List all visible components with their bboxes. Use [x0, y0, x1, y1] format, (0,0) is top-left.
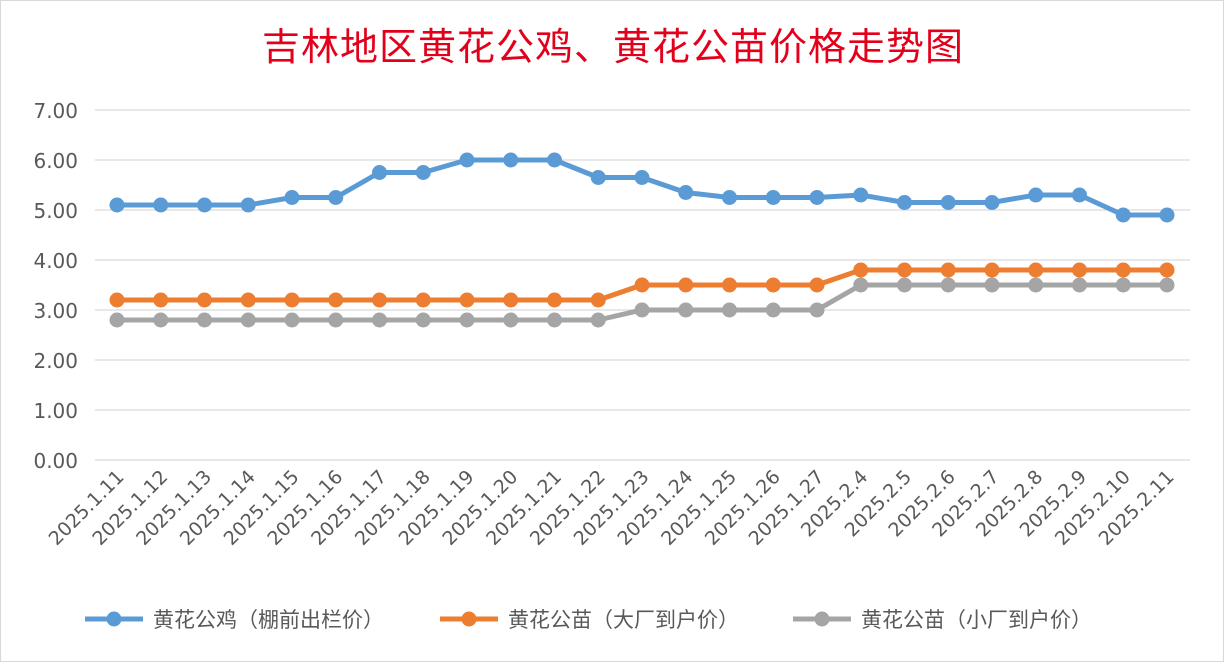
- data-point: [1072, 262, 1087, 278]
- data-point: [197, 197, 212, 213]
- data-point: [372, 312, 387, 328]
- data-point: [284, 312, 300, 328]
- legend-label: 黄花公苗（小厂到户价）: [861, 608, 1092, 632]
- data-point: [1028, 187, 1044, 203]
- data-point: [853, 187, 869, 203]
- data-point: [634, 170, 650, 185]
- legend-item: 黄花公苗（小厂到户价）: [793, 608, 1092, 632]
- data-point: [197, 292, 212, 308]
- data-point: [722, 277, 737, 293]
- y-tick-label: 5.00: [33, 199, 78, 223]
- y-tick-label: 0.00: [33, 449, 78, 473]
- data-point: [590, 312, 606, 328]
- data-point: [853, 262, 869, 278]
- data-point: [634, 302, 650, 318]
- data-point: [678, 277, 694, 293]
- data-point: [153, 292, 169, 308]
- data-point: [547, 292, 562, 308]
- data-point: [109, 312, 125, 328]
- data-point: [809, 302, 825, 318]
- data-point: [1028, 277, 1044, 293]
- data-point: [459, 152, 475, 168]
- series-1: [109, 152, 1175, 223]
- y-tick-label: 2.00: [33, 349, 78, 373]
- data-point: [372, 165, 387, 180]
- data-point: [1028, 262, 1044, 278]
- data-point: [1072, 277, 1087, 293]
- legend-item: 黄花公鸡（棚前出栏价）: [85, 608, 384, 632]
- data-point: [1115, 262, 1131, 278]
- data-point: [590, 292, 606, 308]
- legend-swatch-marker: [461, 611, 477, 627]
- data-point: [503, 292, 519, 308]
- data-point: [722, 190, 737, 205]
- series-line: [114, 157, 1170, 218]
- data-point: [197, 312, 212, 328]
- data-point: [765, 277, 781, 293]
- data-point: [678, 302, 694, 318]
- data-point: [415, 292, 431, 308]
- data-point: [328, 312, 344, 328]
- data-point: [240, 292, 256, 308]
- data-point: [153, 197, 169, 213]
- data-point: [897, 195, 912, 210]
- data-point: [459, 292, 475, 308]
- data-point: [328, 292, 344, 308]
- data-point: [459, 312, 475, 328]
- data-point: [940, 262, 956, 278]
- data-point: [284, 292, 300, 308]
- data-point: [503, 152, 519, 168]
- data-point: [1159, 277, 1175, 293]
- data-point: [284, 190, 300, 205]
- data-point: [897, 277, 912, 293]
- data-point: [940, 195, 956, 210]
- data-point: [415, 312, 431, 328]
- data-point: [809, 277, 825, 293]
- y-tick-label: 3.00: [33, 299, 78, 323]
- series-2: [109, 262, 1175, 308]
- data-point: [109, 292, 125, 308]
- data-point: [240, 312, 256, 328]
- y-tick-label: 6.00: [33, 149, 78, 173]
- data-point: [1159, 262, 1175, 278]
- data-point: [984, 277, 1000, 293]
- data-point: [590, 170, 606, 185]
- y-tick-label: 7.00: [33, 99, 78, 123]
- data-point: [328, 190, 344, 205]
- data-point: [503, 312, 519, 328]
- data-point: [722, 302, 737, 318]
- data-point: [109, 197, 125, 213]
- legend-label: 黄花公鸡（棚前出栏价）: [153, 608, 384, 632]
- data-point: [547, 312, 562, 328]
- data-point: [809, 190, 825, 205]
- chart-title: 吉林地区黄花公鸡、黄花公苗价格走势图: [261, 25, 964, 69]
- data-point: [940, 277, 956, 293]
- data-point: [372, 292, 387, 308]
- data-point: [547, 152, 562, 168]
- data-point: [153, 312, 169, 328]
- legend-label: 黄花公苗（大厂到户价）: [508, 608, 739, 632]
- data-point: [1072, 187, 1087, 203]
- data-point: [1115, 277, 1131, 293]
- data-point: [853, 277, 869, 293]
- data-point: [1159, 207, 1175, 223]
- y-tick-label: 1.00: [33, 399, 78, 423]
- data-point: [634, 277, 650, 293]
- series-3: [109, 277, 1175, 328]
- y-tick-label: 4.00: [33, 249, 78, 273]
- data-point: [984, 262, 1000, 278]
- legend-item: 黄花公苗（大厂到户价）: [440, 608, 739, 632]
- legend-swatch-marker: [814, 611, 830, 627]
- data-point: [1115, 207, 1131, 223]
- legend-swatch-marker: [106, 611, 122, 627]
- data-point: [897, 262, 912, 278]
- data-point: [765, 190, 781, 205]
- data-point: [678, 185, 694, 200]
- data-point: [984, 195, 1000, 210]
- data-point: [240, 197, 256, 213]
- data-point: [765, 302, 781, 318]
- data-point: [415, 165, 431, 180]
